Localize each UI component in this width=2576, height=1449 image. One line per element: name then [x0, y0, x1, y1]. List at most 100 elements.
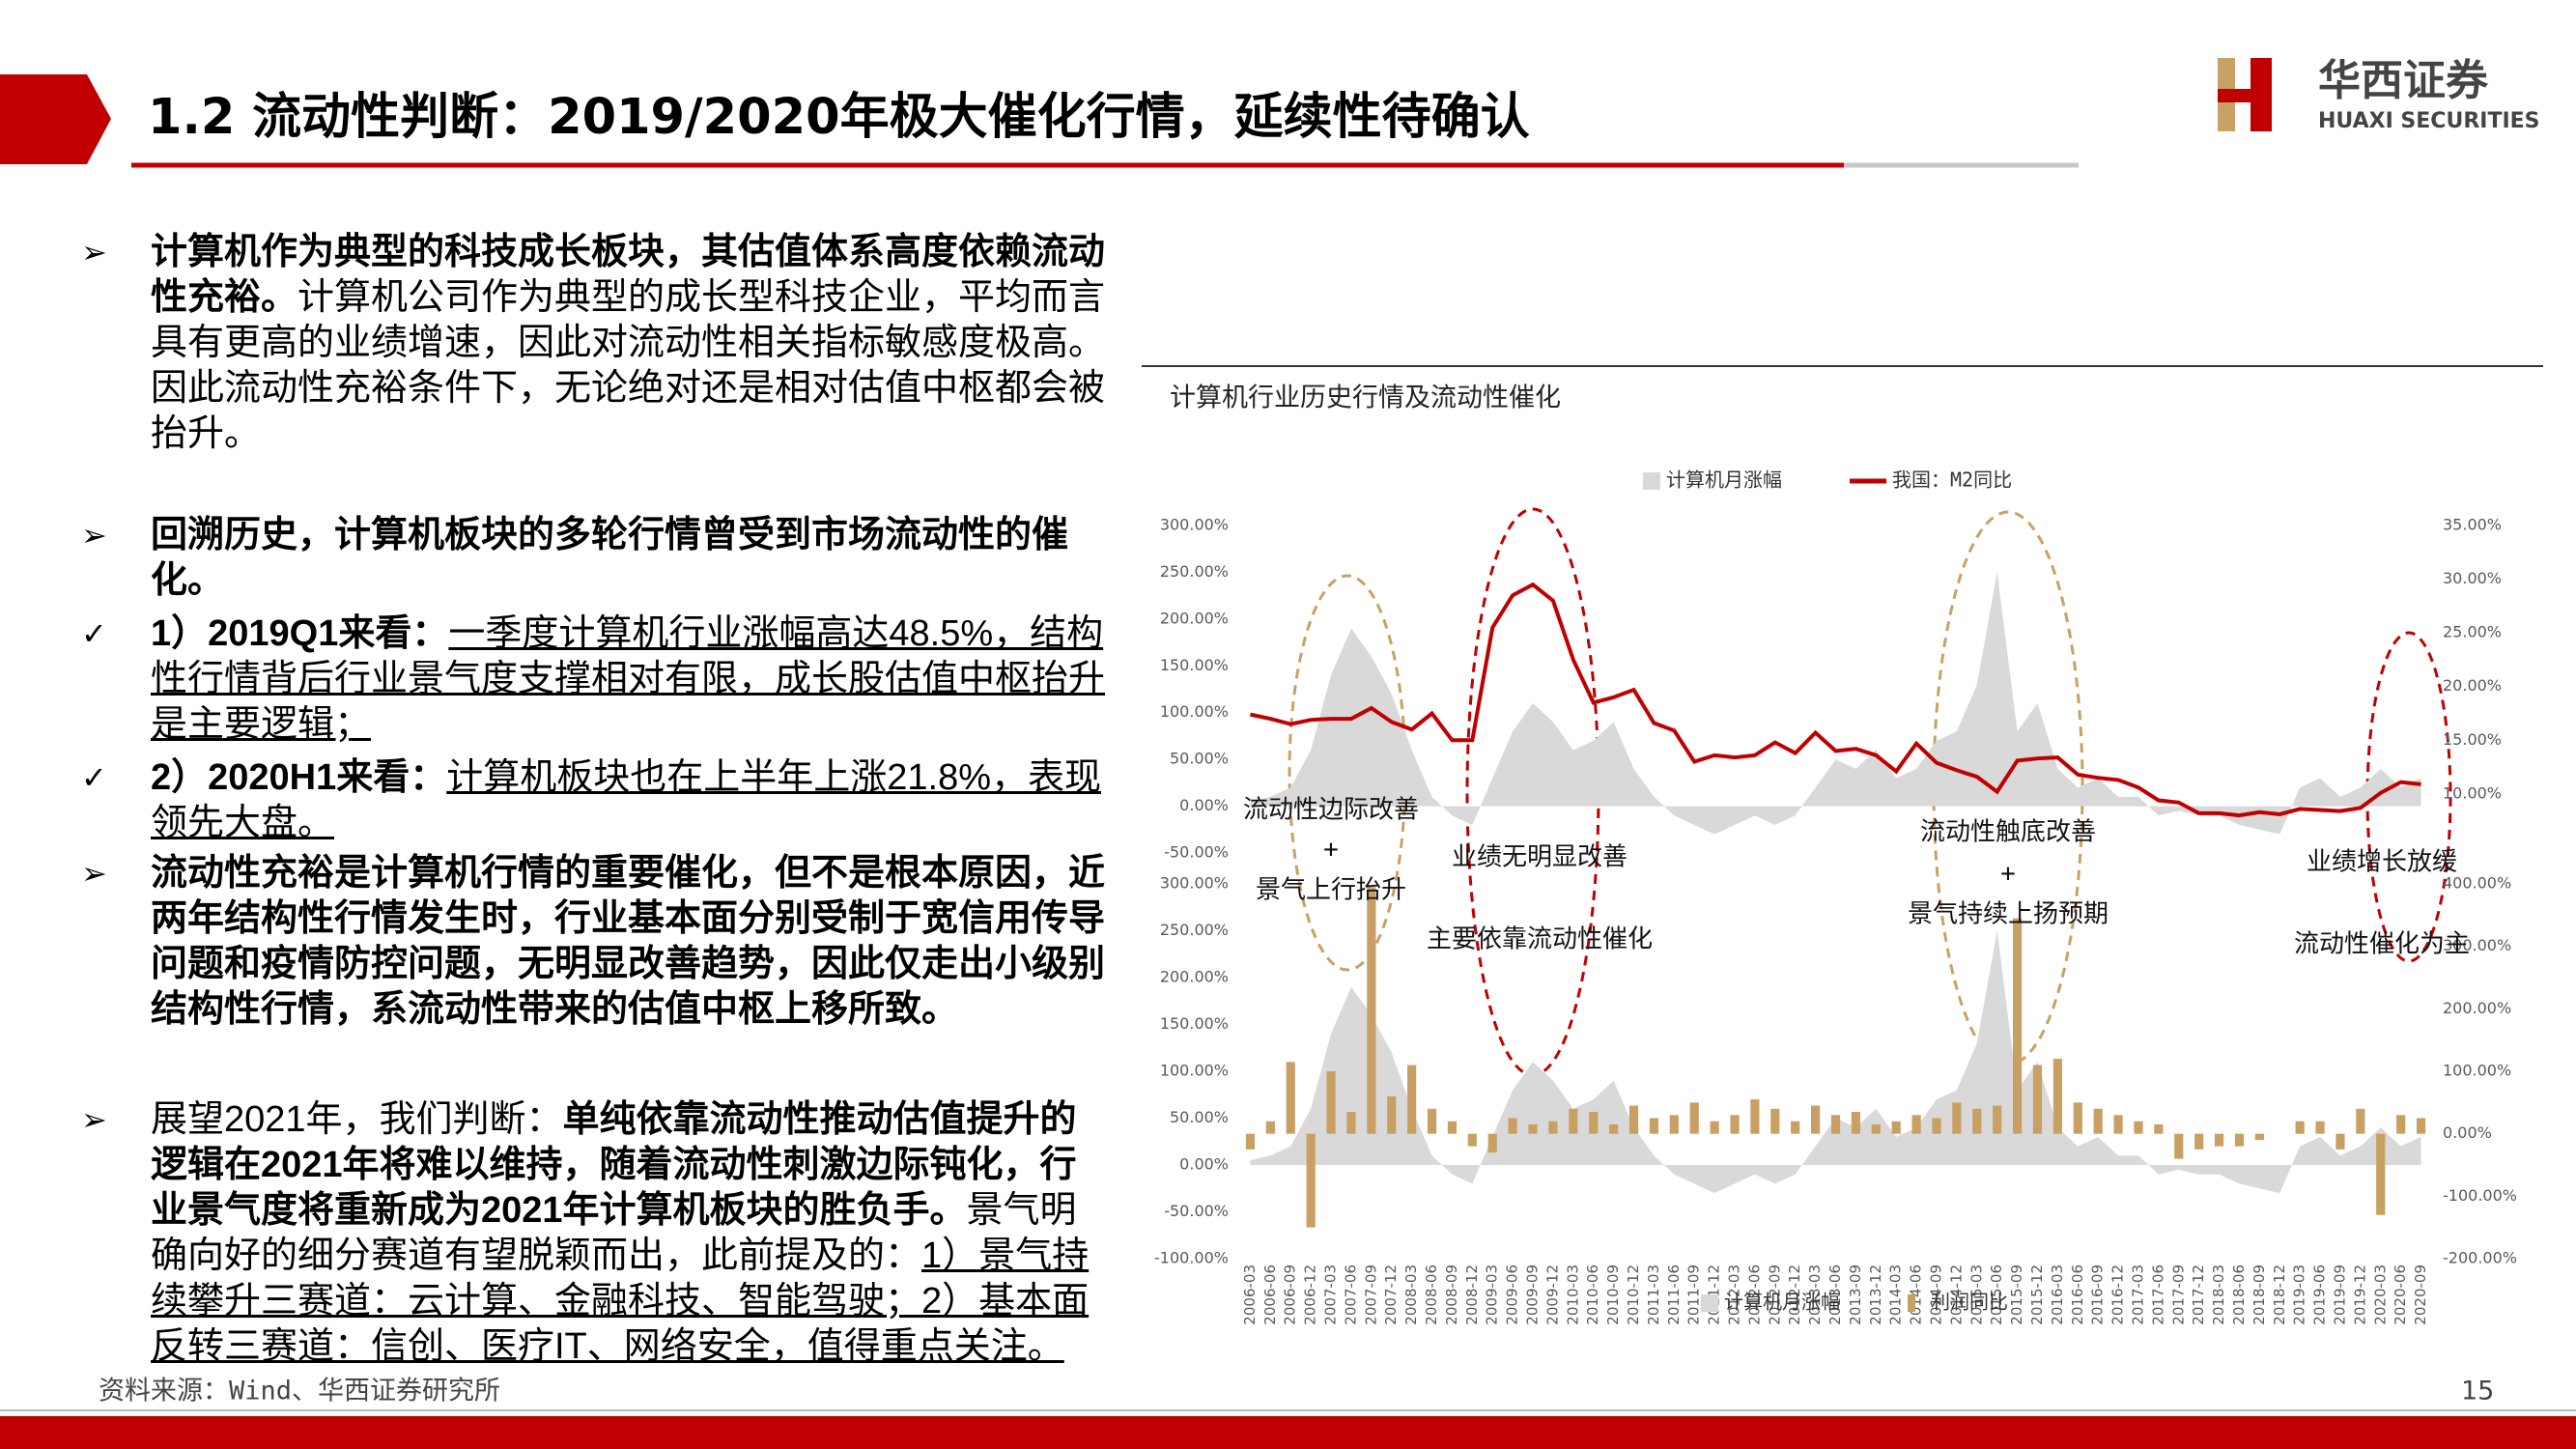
x-tick-label: 2013-12	[1867, 1264, 1884, 1325]
bar	[1528, 1123, 1538, 1134]
x-tick-label: 2008-09	[1443, 1264, 1460, 1325]
y2-tick-label: 15.00%	[2443, 730, 2502, 749]
bar	[1326, 1071, 1336, 1134]
x-tick-label: 2014-09	[1927, 1264, 1944, 1325]
x-tick-label: 2015-12	[2028, 1264, 2046, 1325]
x-tick-label: 2009-03	[1484, 1264, 1501, 1325]
legend-label: 我国：M2同比	[1892, 469, 2012, 492]
x-tick-label: 2017-03	[2129, 1264, 2146, 1325]
area	[1250, 930, 2421, 1194]
annotation: +	[1323, 836, 1339, 865]
y-tick-label: 150.00%	[1160, 1014, 1229, 1033]
annotation: 业绩增长放缓	[2307, 848, 2457, 877]
x-tick-label: 2018-12	[2271, 1264, 2288, 1325]
bar	[1407, 1065, 1417, 1134]
x-tick-label: 2006-09	[1282, 1264, 1299, 1325]
bullet: ➢	[81, 1102, 107, 1137]
bar	[2154, 1123, 2164, 1134]
y2-tick-label: 25.00%	[2443, 623, 2502, 641]
bar	[1689, 1102, 1699, 1134]
x-tick-label: 2010-06	[1584, 1264, 1601, 1325]
footer-bar	[0, 1416, 2576, 1449]
y-tick-label: -50.00%	[1164, 1202, 1229, 1220]
text-run: 单纯依靠流动性推动估值提升的逻辑在2021年将难以维持，随着流动性刺激边际钝化，…	[151, 1099, 1077, 1231]
y-tick-label: -50.00%	[1164, 843, 1229, 862]
x-tick-label: 2009-06	[1504, 1264, 1521, 1325]
bar	[1548, 1121, 1558, 1134]
text-run: 1）景气持续攀升三赛道：云计算、金融科技、智能驾驶；2）基本面反转三赛道：信创、…	[151, 1236, 1090, 1367]
y-tick-label: 300.00%	[1160, 516, 1229, 534]
annotation: 景气上行抬升	[1256, 876, 1406, 905]
x-tick-label: 2010-09	[1604, 1264, 1622, 1325]
bullet: ➢	[81, 856, 107, 891]
bar	[2376, 1133, 2386, 1215]
bar	[2335, 1133, 2345, 1150]
x-tick-label: 2017-09	[2169, 1264, 2187, 1325]
chart: 300.00% 250.00% 200.00% 150.00% 100.00% 50.00…	[1154, 874, 2517, 1325]
bar	[2093, 1108, 2103, 1134]
y-tick-label: 50.00%	[1170, 1108, 1229, 1126]
annotation: 流动性触底改善	[1920, 818, 2096, 847]
x-tick-label: 2007-06	[1342, 1264, 1359, 1325]
x-tick-label: 2012-09	[1766, 1264, 1783, 1325]
x-tick-label: 2016-12	[2109, 1264, 2127, 1325]
bar	[2113, 1115, 2123, 1134]
text-run: 一季度计算机行业涨幅高达48.5%，结构性行情背后行业景气度支撑相对有限，成长股…	[151, 613, 1106, 745]
annotation: 主要依靠流动性催化	[1427, 925, 1653, 954]
bar	[1649, 1118, 1659, 1134]
x-tick-label: 2013-03	[1806, 1264, 1824, 1325]
bar	[1589, 1112, 1599, 1134]
bar	[1830, 1115, 1841, 1134]
x-tick-label: 2010-12	[1625, 1264, 1642, 1325]
bar	[2396, 1115, 2406, 1134]
y2-tick-label: -100.00%	[2443, 1186, 2517, 1205]
x-tick-label: 2008-06	[1423, 1264, 1440, 1325]
bar	[2174, 1133, 2184, 1159]
text-run: 2）2020H1来看：	[151, 757, 447, 798]
bar	[1286, 1062, 1295, 1134]
x-tick-label: 2016-03	[2049, 1264, 2066, 1325]
page-number: 15	[2461, 1377, 2494, 1406]
logo-bar	[2218, 89, 2272, 102]
text-run: 计算机公司作为典型的成长型科技企业，平均而言具有更高的业绩增速，因此对流动性相关…	[151, 277, 1106, 454]
bullet: ➢	[81, 235, 107, 270]
bar	[1871, 1123, 1881, 1134]
logo: 华西证券 HUAXI SECURITIES	[2218, 56, 2540, 133]
header-block	[0, 74, 111, 164]
y2-tick-label: 100.00%	[2443, 1062, 2511, 1080]
y2-tick-label: 0.00%	[2443, 1123, 2492, 1142]
x-tick-label: 2011-09	[1685, 1264, 1703, 1325]
bullet: ✓	[81, 616, 107, 651]
x-tick-label: 2016-09	[2089, 1264, 2107, 1325]
bar	[1306, 1133, 1316, 1228]
x-tick-label: 2019-06	[2311, 1264, 2329, 1325]
bar	[1346, 1112, 1356, 1134]
bar	[2356, 1108, 2365, 1134]
text-run: 流动性充裕是计算机行情的重要催化，但不是根本原因，近两年结构性行情发生时，行业基…	[151, 853, 1106, 1030]
logo-cn: 华西证券	[2318, 56, 2489, 105]
legend-label: 计算机月涨幅	[1724, 1291, 1840, 1314]
x-tick-label: 2013-09	[1847, 1264, 1864, 1325]
bar	[1387, 1095, 1397, 1134]
x-tick-label: 2008-03	[1402, 1264, 1420, 1325]
y2-tick-label: 400.00%	[2443, 874, 2511, 893]
y-tick-label: 0.00%	[1179, 796, 1229, 814]
x-tick-label: 2012-06	[1745, 1264, 1763, 1325]
x-tick-label: 2020-06	[2392, 1264, 2409, 1325]
bar	[2295, 1121, 2305, 1134]
x-tick-label: 2009-09	[1524, 1264, 1542, 1325]
y2-tick-label: 30.00%	[2443, 569, 2502, 587]
bar	[1791, 1121, 1800, 1134]
logo-en: HUAXI SECURITIES	[2318, 109, 2540, 133]
x-tick-label: 2019-12	[2351, 1264, 2368, 1325]
area	[1250, 572, 2421, 835]
x-tick-label: 2010-03	[1564, 1264, 1581, 1325]
annotation: 景气持续上扬预期	[1908, 900, 2109, 929]
bar	[1367, 887, 1376, 1134]
bar	[1750, 1099, 1760, 1134]
text-run: 回溯历史，计算机板块的多轮行情曾受到市场流动性的催化。	[151, 515, 1069, 601]
y2-tick-label: 10.00%	[2443, 783, 2502, 802]
x-tick-label: 2017-12	[2190, 1264, 2207, 1325]
